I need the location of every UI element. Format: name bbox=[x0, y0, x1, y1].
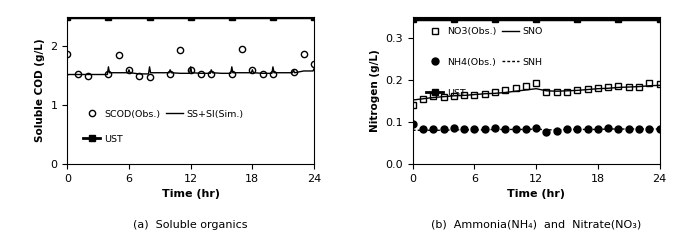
Legend: UST: UST bbox=[79, 131, 127, 147]
Text: (b)  Ammonia(NH₄)  and  Nitrate(NO₃): (b) Ammonia(NH₄) and Nitrate(NO₃) bbox=[431, 220, 641, 230]
X-axis label: Time (hr): Time (hr) bbox=[507, 189, 565, 199]
Y-axis label: Nitrogen (g/L): Nitrogen (g/L) bbox=[369, 49, 380, 132]
Text: (a)  Soluble organics: (a) Soluble organics bbox=[133, 220, 248, 230]
X-axis label: Time (hr): Time (hr) bbox=[162, 189, 219, 199]
Y-axis label: Soluble COD (g/L): Soluble COD (g/L) bbox=[35, 39, 45, 142]
Legend: UST: UST bbox=[423, 85, 470, 101]
